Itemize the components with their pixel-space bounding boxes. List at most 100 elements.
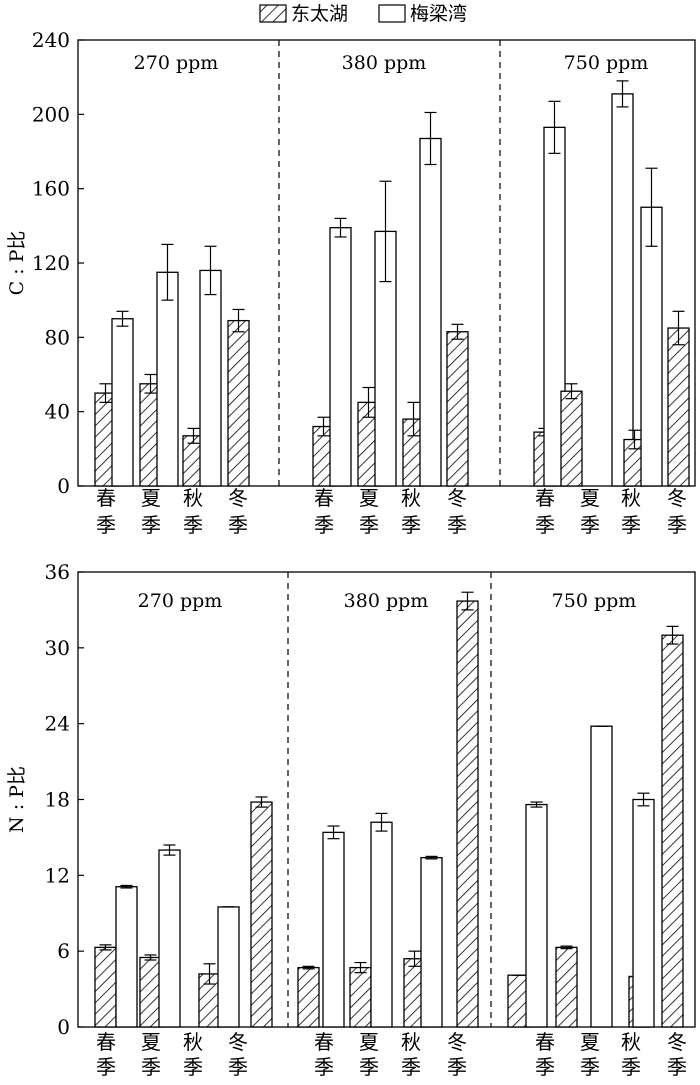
x-category-label: 季 — [314, 1055, 334, 1079]
x-category-label: 春 — [535, 1030, 555, 1054]
bar-meilianwan — [111, 318, 134, 487]
cp-ratio-chart: 0 40 80 120 160 200 240 C : P比 270 ppm 380 ppm 750… — [6, 28, 696, 537]
y-tick-label: 40 — [45, 400, 70, 424]
x-category-label: 春 — [535, 486, 555, 510]
bar-dongtaihu — [456, 600, 479, 1028]
y-tick-label: 200 — [32, 102, 70, 126]
y-tick-label: 6 — [57, 939, 70, 963]
x-category-label: 季 — [580, 1055, 600, 1079]
legend-swatch-hatched — [259, 4, 287, 23]
x-category-label: 季 — [667, 1055, 687, 1079]
x-category-label: 夏 — [580, 486, 600, 510]
bar-meilianwan — [640, 206, 663, 487]
bar-meilianwan — [632, 798, 655, 1028]
bar-meilianwan — [329, 227, 352, 487]
bar-meilianwan — [419, 137, 442, 487]
x-category-label: 季 — [228, 1055, 248, 1079]
x-category-label: 冬 — [447, 1030, 467, 1054]
x-category-label: 春 — [314, 1030, 334, 1054]
y-axis-label: N : P比 — [6, 766, 28, 833]
y-tick-label: 0 — [57, 474, 70, 498]
y-tick-label: 18 — [45, 788, 70, 812]
legend-label-meilianwan: 梅梁湾 — [410, 3, 467, 25]
x-category-label: 季 — [621, 1055, 641, 1079]
y-tick-label: 160 — [32, 177, 70, 201]
bar-meilianwan — [199, 269, 222, 487]
x-category-label: 冬 — [228, 486, 248, 510]
y-tick-label: 80 — [45, 325, 70, 349]
x-category-label: 冬 — [667, 486, 687, 510]
x-category-label: 冬 — [667, 1030, 687, 1054]
legend-label-dongtaihu: 东太湖 — [291, 3, 348, 25]
y-tick-label: 12 — [45, 863, 70, 887]
x-category-label: 季 — [401, 1055, 421, 1079]
np-ratio-chart: 0 6 12 18 24 30 36 N : P比 270 ppm 380 ppm 750 ppm 春… — [6, 560, 696, 1079]
bar-meilianwan — [420, 856, 443, 1028]
x-category-label: 季 — [359, 513, 379, 537]
bar-meilianwan — [611, 93, 634, 487]
x-category-label: 夏 — [359, 486, 379, 510]
bar-meilianwan — [217, 906, 240, 1028]
bar-meilianwan — [156, 271, 179, 487]
x-category-label: 春 — [96, 486, 116, 510]
panel-label: 380 ppm — [342, 52, 427, 74]
bar-dongtaihu — [446, 331, 469, 487]
bar-meilianwan — [158, 849, 181, 1028]
bar-dongtaihu — [661, 634, 684, 1028]
x-category-label: 春 — [314, 486, 334, 510]
y-tick-label: 24 — [45, 712, 70, 736]
y-tick-label: 240 — [32, 28, 70, 52]
x-category-label: 季 — [447, 1055, 467, 1079]
bar-dongtaihu — [139, 956, 162, 1028]
x-category-label: 季 — [183, 513, 203, 537]
x-category-label: 季 — [667, 513, 687, 537]
x-category-label: 冬 — [228, 1030, 248, 1054]
x-category-label: 季 — [621, 513, 641, 537]
bar-dongtaihu — [560, 390, 583, 487]
bar-dongtaihu — [250, 801, 273, 1028]
y-tick-label: 0 — [57, 1015, 70, 1039]
y-tick-label: 36 — [45, 560, 70, 584]
legend-swatch-open — [378, 4, 406, 23]
x-category-label: 季 — [535, 1055, 555, 1079]
y-axis-label: C : P比 — [6, 231, 28, 296]
x-category-label: 季 — [580, 513, 600, 537]
x-category-label: 夏 — [141, 1030, 161, 1054]
y-tick-label: 120 — [32, 251, 70, 275]
x-category-label: 秋 — [183, 1030, 203, 1054]
x-category-label: 季 — [141, 1055, 161, 1079]
x-category-label: 夏 — [141, 486, 161, 510]
bar-dongtaihu — [94, 946, 117, 1028]
bar-dongtaihu — [555, 946, 578, 1028]
bar-meilianwan — [590, 725, 613, 1028]
bar-meilianwan — [322, 831, 345, 1028]
bar-meilianwan — [115, 886, 138, 1028]
x-category-label: 季 — [401, 513, 421, 537]
x-category-label: 夏 — [359, 1030, 379, 1054]
y-tick-label: 30 — [45, 636, 70, 660]
x-category-label: 秋 — [401, 1030, 421, 1054]
panel-label: 270 ppm — [134, 52, 219, 74]
bar-dongtaihu — [667, 327, 690, 487]
panel-label: 750 ppm — [564, 52, 649, 74]
x-category-label: 秋 — [621, 486, 641, 510]
x-category-label: 季 — [359, 1055, 379, 1079]
bar-dongtaihu — [297, 966, 320, 1028]
x-category-label: 秋 — [183, 486, 203, 510]
x-category-label: 季 — [447, 513, 467, 537]
x-category-label: 季 — [228, 513, 248, 537]
x-category-label: 季 — [314, 513, 334, 537]
legend: 东太湖 梅梁湾 — [259, 3, 467, 25]
x-category-label: 季 — [96, 1055, 116, 1079]
x-category-label: 季 — [535, 513, 555, 537]
panel-label: 270 ppm — [138, 590, 223, 612]
bar-meilianwan — [525, 803, 548, 1028]
x-category-label: 季 — [183, 1055, 203, 1079]
bar-meilianwan — [370, 821, 393, 1028]
x-category-label: 冬 — [447, 486, 467, 510]
x-category-label: 季 — [96, 513, 116, 537]
panel-label: 380 ppm — [344, 590, 429, 612]
x-category-label: 秋 — [401, 486, 421, 510]
